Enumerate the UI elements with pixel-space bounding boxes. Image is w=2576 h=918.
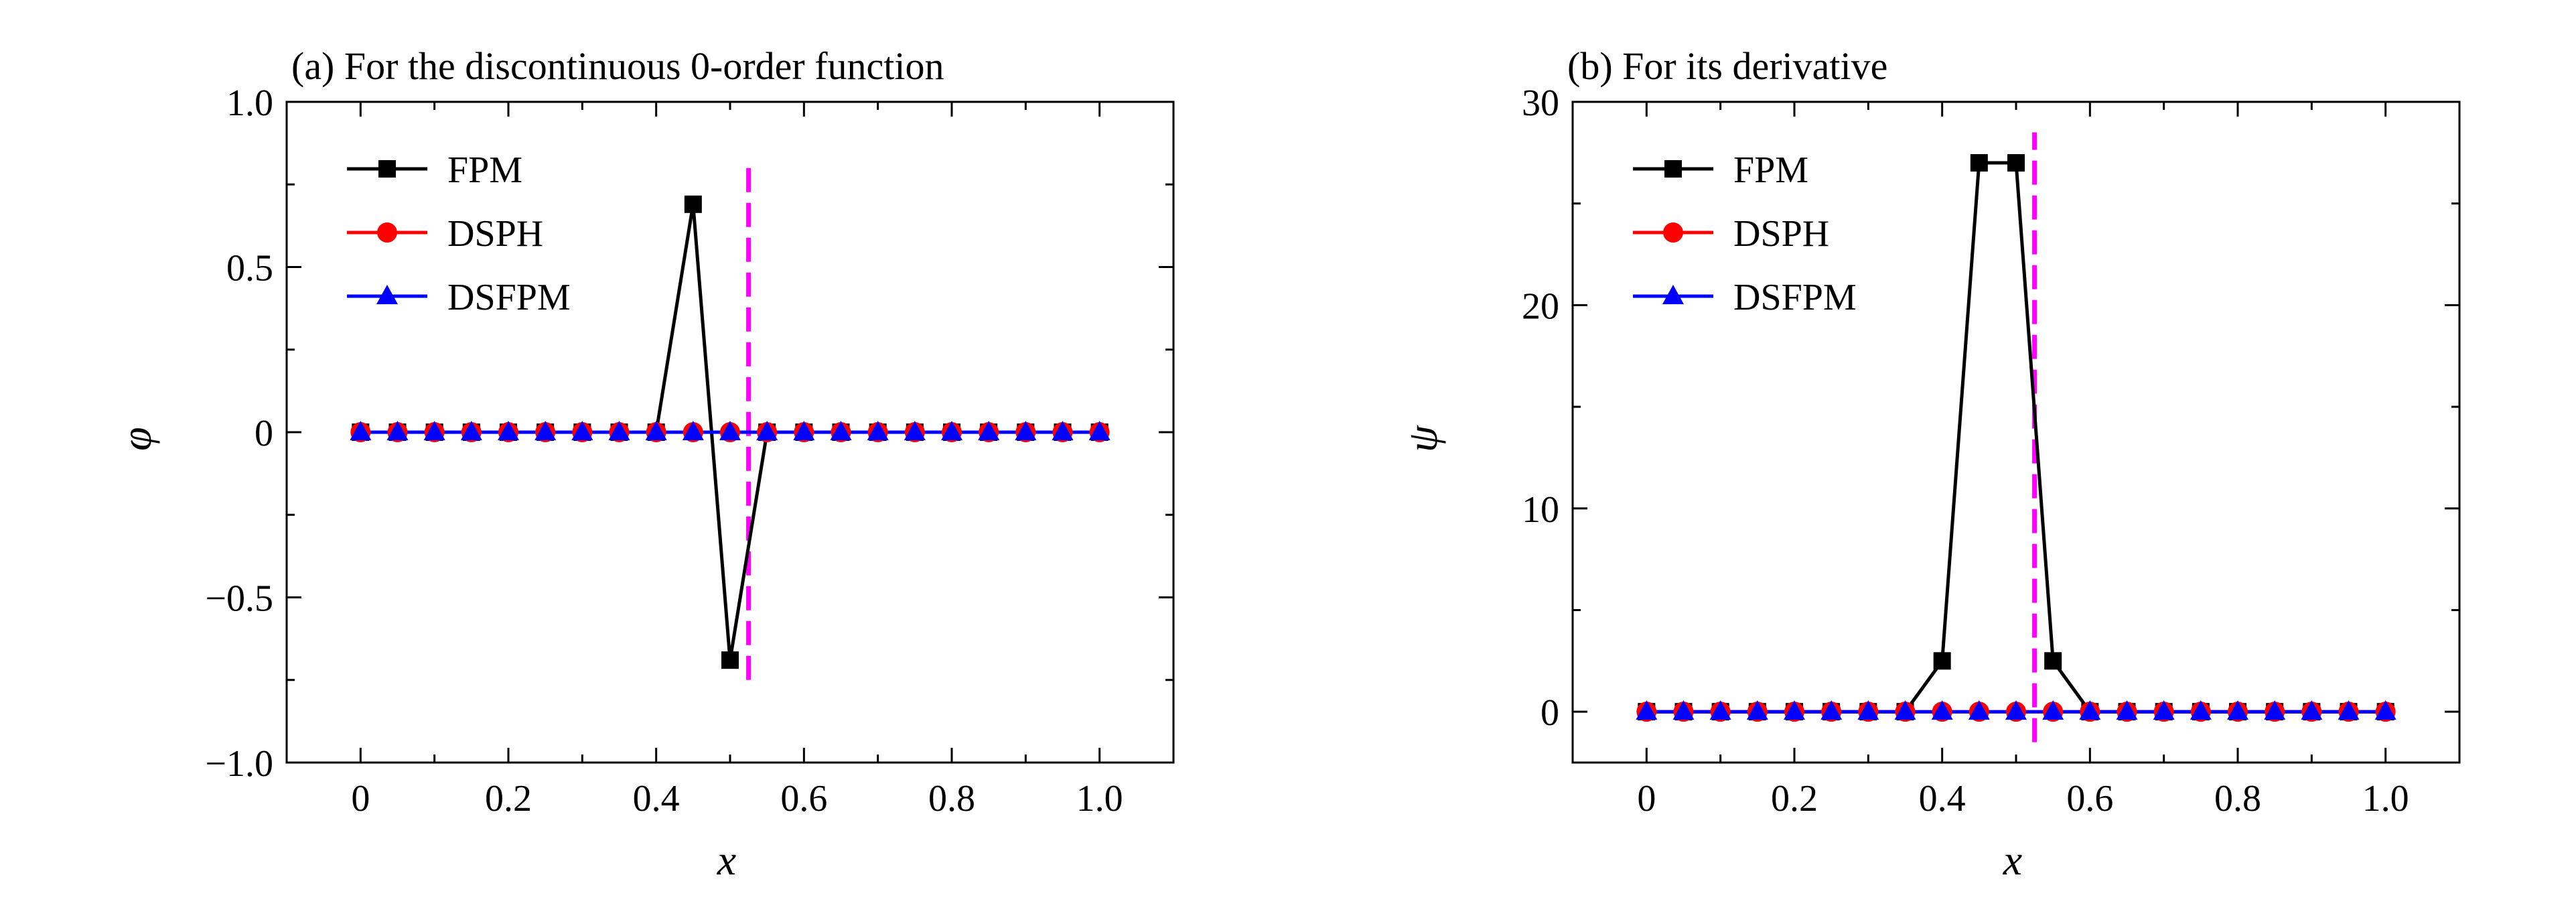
data-point-dsfpm bbox=[2190, 700, 2212, 720]
data-point-fpm bbox=[684, 195, 702, 213]
data-point-dsfpm bbox=[904, 421, 926, 440]
data-point-dsfpm bbox=[1636, 700, 1658, 720]
data-point-dsfpm bbox=[2264, 700, 2286, 720]
x-tick-label: 1.0 bbox=[1076, 778, 1123, 819]
data-point-dsfpm bbox=[1746, 700, 1768, 720]
x-tick-label: 0 bbox=[1637, 778, 1656, 819]
legend-marker bbox=[377, 222, 397, 243]
data-point-dsfpm bbox=[1088, 421, 1111, 440]
data-point-dsfpm bbox=[2153, 700, 2175, 720]
legend-label: DSFPM bbox=[447, 277, 571, 318]
data-point-dsfpm bbox=[2079, 700, 2101, 720]
y-axis-label: φ bbox=[113, 427, 160, 450]
data-point-fpm bbox=[2044, 652, 2062, 670]
data-point-dsfpm bbox=[386, 421, 409, 440]
data-point-dsfpm bbox=[608, 421, 630, 440]
y-tick-label: 0 bbox=[1541, 692, 1559, 734]
data-point-dsfpm bbox=[756, 421, 778, 440]
data-point-dsfpm bbox=[1820, 700, 1843, 720]
legend-label: FPM bbox=[447, 149, 522, 191]
legend-marker bbox=[1664, 160, 1682, 178]
legend-label: FPM bbox=[1733, 149, 1808, 191]
y-tick-label: 0.5 bbox=[226, 248, 273, 289]
data-point-dsfpm bbox=[1894, 700, 1916, 720]
data-point-dsfpm bbox=[460, 421, 482, 440]
x-tick-label: 0.2 bbox=[485, 778, 532, 819]
x-axis-label: x bbox=[717, 836, 736, 884]
chart-title: (a) For the discontinuous 0-order functi… bbox=[291, 44, 944, 88]
chart-panel-a: (a) For the discontinuous 0-order functi… bbox=[113, 44, 1175, 884]
y-tick-label: −1.0 bbox=[205, 743, 273, 785]
data-point-dsfpm bbox=[1968, 700, 1990, 720]
y-axis-label: ψ bbox=[1399, 425, 1446, 452]
legend-label: DSPH bbox=[1733, 213, 1829, 255]
data-point-dsfpm bbox=[645, 421, 667, 440]
data-point-dsfpm bbox=[867, 421, 889, 440]
data-point-dsfpm bbox=[1052, 421, 1074, 440]
plot-frame bbox=[1571, 101, 2461, 764]
data-point-dsfpm bbox=[423, 421, 445, 440]
y-tick-label: 1.0 bbox=[226, 82, 273, 124]
data-point-fpm bbox=[2007, 154, 2025, 172]
data-point-dsfpm bbox=[2042, 700, 2064, 720]
data-point-dsfpm bbox=[1709, 700, 1731, 720]
data-point-fpm bbox=[1933, 652, 1951, 670]
x-tick-label: 0.6 bbox=[2066, 778, 2113, 819]
x-tick-label: 1.0 bbox=[2362, 778, 2409, 819]
y-tick-label: −0.5 bbox=[205, 578, 273, 620]
x-tick-label: 0.8 bbox=[2214, 778, 2261, 819]
data-point-dsfpm bbox=[1931, 700, 1953, 720]
x-tick-label: 0.2 bbox=[1771, 778, 1818, 819]
data-point-dsfpm bbox=[941, 421, 962, 440]
legend-marker bbox=[376, 285, 398, 304]
data-point-fpm bbox=[721, 651, 739, 669]
x-tick-label: 0.4 bbox=[1919, 778, 1966, 819]
data-point-fpm bbox=[1970, 154, 1988, 172]
x-axis-label: x bbox=[2003, 836, 2022, 884]
data-point-dsfpm bbox=[682, 421, 704, 440]
data-point-dsfpm bbox=[2374, 700, 2396, 720]
data-point-dsfpm bbox=[2227, 700, 2248, 720]
data-point-dsfpm bbox=[1015, 421, 1037, 440]
data-point-dsfpm bbox=[1672, 700, 1695, 720]
y-tick-label: 30 bbox=[1522, 82, 1559, 124]
data-point-dsfpm bbox=[978, 421, 1000, 440]
legend-marker bbox=[378, 160, 396, 178]
chart-panel-b: (b) For its derivative x ψ 0 0.2 0.4 0.6 0.8… bbox=[1399, 44, 2461, 884]
legend-label: DSFPM bbox=[1733, 277, 1857, 318]
data-point-dsfpm bbox=[2338, 700, 2360, 720]
x-tick-label: 0.4 bbox=[633, 778, 680, 819]
data-point-dsfpm bbox=[350, 421, 372, 440]
data-point-dsfpm bbox=[793, 421, 815, 440]
data-point-dsfpm bbox=[2301, 700, 2323, 720]
data-point-dsfpm bbox=[719, 421, 741, 440]
y-tick-label: 20 bbox=[1522, 285, 1559, 327]
data-point-dsfpm bbox=[2116, 700, 2138, 720]
data-point-dsfpm bbox=[830, 421, 852, 440]
data-point-dsfpm bbox=[498, 421, 519, 440]
legend-marker bbox=[1663, 222, 1683, 243]
chart-title: (b) For its derivative bbox=[1567, 44, 1887, 88]
data-point-dsfpm bbox=[1857, 700, 1879, 720]
data-point-dsfpm bbox=[1784, 700, 1805, 720]
legend-marker bbox=[1662, 285, 1684, 304]
x-tick-label: 0.6 bbox=[780, 778, 827, 819]
y-tick-label: 0 bbox=[255, 413, 273, 454]
x-tick-label: 0.8 bbox=[928, 778, 975, 819]
x-tick-label: 0 bbox=[351, 778, 370, 819]
y-tick-label: 10 bbox=[1522, 489, 1559, 531]
data-point-dsfpm bbox=[2005, 700, 2027, 720]
data-point-dsfpm bbox=[571, 421, 593, 440]
legend-label: DSPH bbox=[447, 213, 543, 255]
data-point-dsfpm bbox=[534, 421, 557, 440]
